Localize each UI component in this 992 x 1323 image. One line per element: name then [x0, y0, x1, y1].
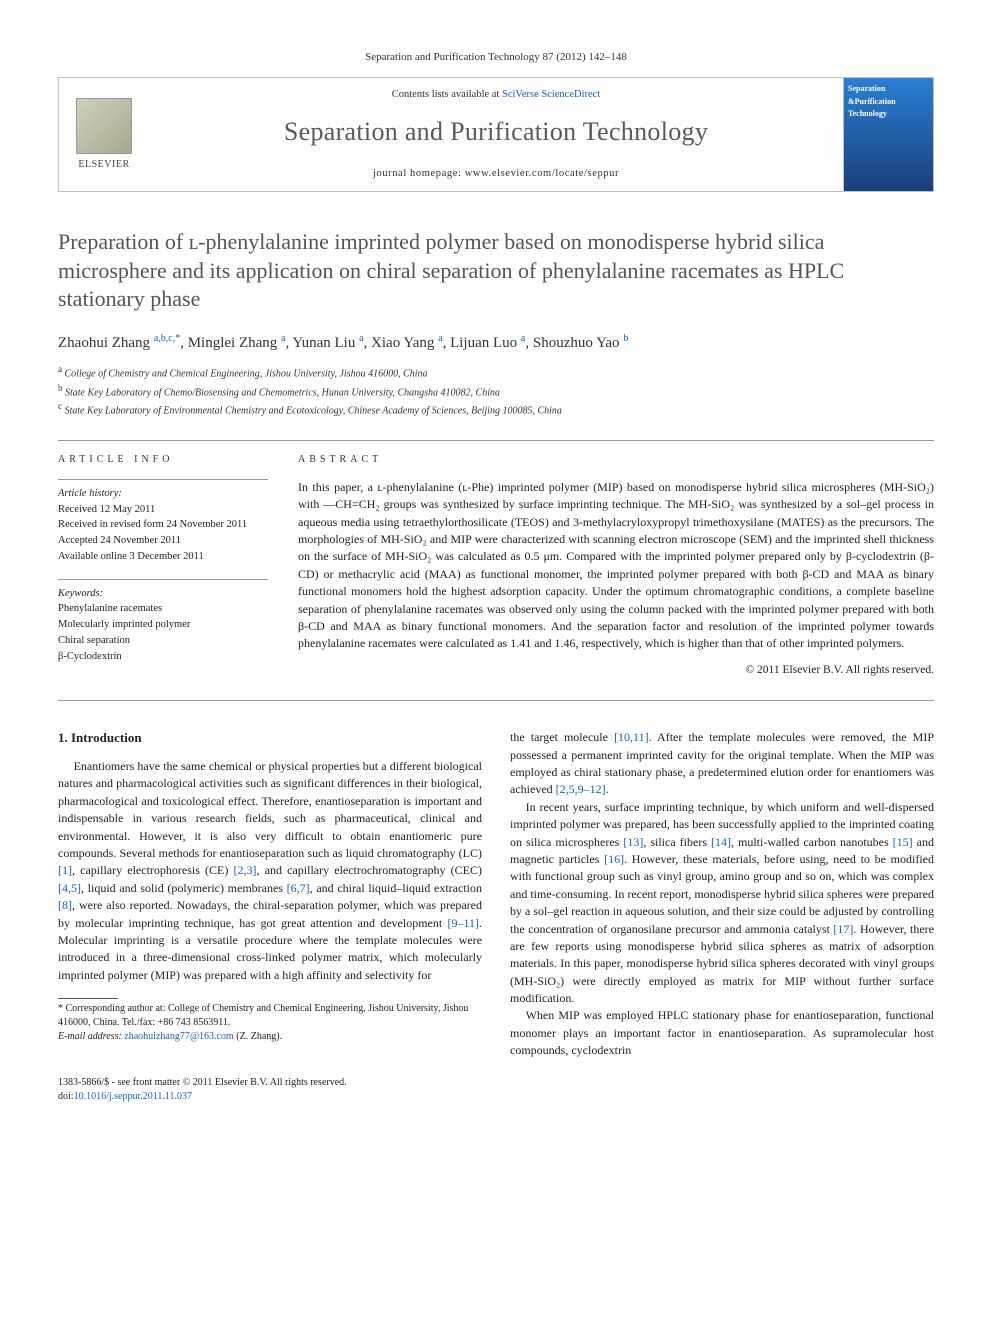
homepage-line: journal homepage: www.elsevier.com/locat… [157, 167, 835, 181]
footnote-email-line: E-mail address: zhaohuizhang77@163.com (… [58, 1030, 482, 1044]
footer-bar: 1383-5866/$ - see front matter © 2011 El… [58, 1076, 934, 1104]
divider [58, 440, 934, 441]
abstract-column: ABSTRACT In this paper, a ʟ-phenylalanin… [298, 453, 934, 686]
sciencedirect-link[interactable]: SciVerse ScienceDirect [502, 89, 600, 100]
authors-line: Zhaohui Zhang a,b,c,*, Minglei Zhang a, … [58, 332, 934, 353]
contents-prefix: Contents lists available at [392, 89, 502, 100]
section-heading: 1. Introduction [58, 729, 482, 748]
body-paragraph: the target molecule [10,11]. After the t… [510, 729, 934, 799]
abstract-label: ABSTRACT [298, 453, 934, 467]
email-suffix: (Z. Zhang). [236, 1031, 282, 1042]
divider [58, 700, 934, 701]
elsevier-tree-icon [76, 98, 132, 154]
header-center: Contents lists available at SciVerse Sci… [149, 78, 843, 191]
journal-cover-thumb: Separation &Purification Technology [843, 78, 933, 191]
contents-line: Contents lists available at SciVerse Sci… [157, 88, 835, 102]
body-columns: 1. Introduction Enantiomers have the sam… [58, 729, 934, 1059]
article-title: Preparation of ʟ-phenylalanine imprinted… [58, 228, 934, 314]
history-item: Received 12 May 2011 [58, 502, 268, 518]
abstract-copyright: © 2011 Elsevier B.V. All rights reserved… [298, 663, 934, 679]
keyword: Phenylalanine racemates [58, 601, 268, 617]
keywords-block: Keywords: Phenylalanine racemates Molecu… [58, 579, 268, 665]
homepage-prefix: journal homepage: [373, 168, 465, 179]
body-paragraph: When MIP was employed HPLC stationary ph… [510, 1007, 934, 1059]
history-item: Available online 3 December 2011 [58, 549, 268, 565]
cover-line: Separation [848, 84, 929, 95]
homepage-url: www.elsevier.com/locate/seppur [465, 168, 619, 179]
issn-line: 1383-5866/$ - see front matter © 2011 El… [58, 1076, 934, 1090]
doi-link[interactable]: 10.1016/j.seppur.2011.11.037 [74, 1091, 192, 1102]
doi-label: doi: [58, 1091, 74, 1102]
history-item: Received in revised form 24 November 201… [58, 517, 268, 533]
keyword: Chiral separation [58, 633, 268, 649]
abstract-text: In this paper, a ʟ-phenylalanine (ʟ-Phe)… [298, 479, 934, 653]
affiliations: a College of Chemistry and Chemical Engi… [58, 363, 934, 418]
keyword: β-Cyclodextrin [58, 649, 268, 665]
footnote-corr: * Corresponding author at: College of Ch… [58, 1002, 482, 1030]
corresponding-author-footnote: * Corresponding author at: College of Ch… [58, 1002, 482, 1044]
journal-header: ELSEVIER Contents lists available at Sci… [58, 77, 934, 192]
article-history-block: Article history: Received 12 May 2011 Re… [58, 479, 268, 565]
body-paragraph: Enantiomers have the same chemical or ph… [58, 758, 482, 984]
history-item: Accepted 24 November 2011 [58, 533, 268, 549]
footnote-rule [58, 998, 118, 999]
email-label: E-mail address: [58, 1031, 122, 1042]
cover-line: Technology [848, 109, 929, 120]
keywords-label: Keywords: [58, 586, 268, 602]
keyword: Molecularly imprinted polymer [58, 617, 268, 633]
article-info-column: ARTICLE INFO Article history: Received 1… [58, 453, 268, 686]
citation-line: Separation and Purification Technology 8… [58, 50, 934, 65]
journal-name: Separation and Purification Technology [157, 114, 835, 149]
doi-line: doi:10.1016/j.seppur.2011.11.037 [58, 1090, 934, 1104]
article-info-label: ARTICLE INFO [58, 453, 268, 467]
history-label: Article history: [58, 486, 268, 502]
elsevier-label: ELSEVIER [78, 158, 129, 172]
elsevier-logo: ELSEVIER [59, 78, 149, 191]
body-paragraph: In recent years, surface imprinting tech… [510, 799, 934, 1008]
info-abstract-row: ARTICLE INFO Article history: Received 1… [58, 453, 934, 686]
email-link[interactable]: zhaohuizhang77@163.com [124, 1031, 233, 1042]
cover-line: &Purification [848, 97, 929, 108]
